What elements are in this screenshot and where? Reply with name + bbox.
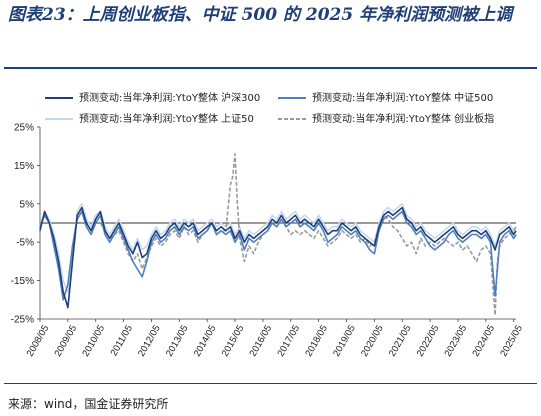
source-divider	[4, 383, 537, 384]
figure-title: 图表23：上周创业板指、中证 500 的 2025 年净利润预测被上调	[8, 5, 513, 25]
x-tick-label: 2025/05	[498, 323, 525, 358]
x-tick-label: 2011/05	[109, 323, 135, 358]
legend-label-3: 预测变动:当年净利润:YtoY整体 上证50	[79, 112, 254, 125]
chart-series	[39, 153, 517, 316]
x-tick-label: 2010/05	[80, 323, 107, 358]
y-tick-label: -15%	[11, 276, 34, 287]
legend-label-1: 预测变动:当年净利润:YtoY整体 沪深300	[79, 91, 260, 104]
x-tick-label: 2020/05	[359, 323, 386, 358]
x-tick-label: 2022/05	[415, 323, 442, 358]
series-line-2	[39, 210, 517, 301]
chart-legend: 预测变动:当年净利润:YtoY整体 沪深300 预测变动:当年净利润:YtoY整体…	[45, 91, 494, 125]
x-tick-label: 2017/05	[275, 323, 302, 358]
title-divider	[4, 67, 537, 69]
series-line-3	[39, 203, 517, 293]
series-line-1	[39, 206, 517, 309]
x-tick-label: 2009/05	[53, 323, 80, 358]
x-tick-label: 2021/05	[387, 323, 414, 358]
legend-label-4: 预测变动:当年净利润:YtoY整体 创业板指	[312, 112, 494, 125]
x-tick-label: 2018/05	[303, 323, 330, 358]
series-line-4	[99, 153, 517, 316]
x-tick-label: 2016/05	[248, 323, 275, 358]
x-tick-label: 2008/05	[25, 323, 52, 358]
x-tick-label: 2015/05	[220, 323, 247, 358]
y-tick-label: -25%	[11, 315, 34, 326]
y-tick-label: 15%	[14, 161, 34, 172]
source-note: 来源：wind，国金证券研究所	[8, 397, 169, 411]
x-tick-label: 2014/05	[192, 323, 219, 358]
y-tick-label: 5%	[20, 199, 35, 210]
x-tick-label: 2023/05	[443, 323, 470, 358]
x-tick-label: 2024/05	[470, 323, 497, 358]
y-tick-label: -5%	[16, 238, 34, 249]
y-tick-label: 25%	[14, 123, 34, 134]
legend-label-2: 预测变动:当年净利润:YtoY整体 中证500	[312, 91, 493, 104]
x-tick-label: 2013/05	[164, 323, 191, 358]
x-tick-label: 2019/05	[331, 323, 358, 358]
x-tick-label: 2012/05	[136, 323, 163, 358]
